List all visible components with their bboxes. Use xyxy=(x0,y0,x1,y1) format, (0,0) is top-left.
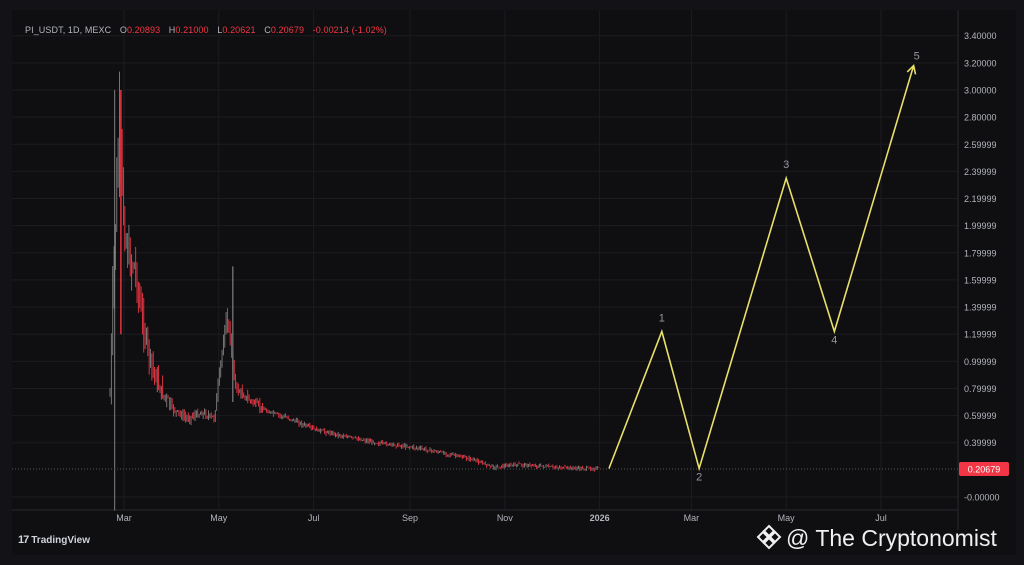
y-tick-label: 3.00000 xyxy=(964,86,997,96)
y-tick-label: 0.99999 xyxy=(964,357,997,367)
y-tick-label: 2.59999 xyxy=(964,140,997,150)
symbol-label[interactable]: PI_USDT, 1D, MEXC xyxy=(25,25,112,35)
y-tick-label: 3.20000 xyxy=(964,58,997,68)
y-tick-label: 0.79999 xyxy=(964,384,997,394)
symbol-info-bar: PI_USDT, 1D, MEXC O0.20893 H0.21000 L0.2… xyxy=(25,25,387,35)
y-tick-label: 0.39999 xyxy=(964,438,997,448)
chart-frame: 1 2 3 4 5 3.40000 3.20000 3.00000 2.80000 2.59999… xyxy=(12,10,1016,555)
x-tick-label: Mar xyxy=(116,513,132,523)
y-tick-label: 1.79999 xyxy=(964,248,997,258)
x-tick-label: May xyxy=(210,513,228,523)
y-tick-label: 1.59999 xyxy=(964,275,997,285)
low-label: L xyxy=(217,25,223,35)
wave-label: 5 xyxy=(914,51,920,63)
x-tick-label: Sep xyxy=(402,513,418,523)
high-value: 0.21000 xyxy=(175,25,209,35)
wave-label: 4 xyxy=(831,334,837,346)
tradingview-logo[interactable]: 17 TradingView xyxy=(18,534,90,546)
y-tick-label: 3.40000 xyxy=(964,31,997,41)
high-label: H xyxy=(168,25,176,35)
x-tick-label: Mar xyxy=(684,513,700,523)
watermark: @ The Cryptonomist xyxy=(756,524,997,552)
y-tick-label: 1.99999 xyxy=(964,221,997,231)
x-tick-label: 2026 xyxy=(590,513,610,523)
close-label: C xyxy=(264,25,271,35)
price-chart[interactable]: 1 2 3 4 5 3.40000 3.20000 3.00000 2.80000 2.59999… xyxy=(12,10,1016,555)
x-tick-label: Nov xyxy=(497,513,514,523)
projection-arrowhead xyxy=(906,63,917,75)
open-value: 0.20893 xyxy=(126,25,161,35)
y-tick-label: 2.39999 xyxy=(964,167,997,177)
x-tick-label: May xyxy=(778,513,796,523)
last-price-badge xyxy=(959,461,1009,476)
tradingview-label: TradingView xyxy=(31,535,90,546)
projection-path xyxy=(608,65,915,472)
tradingview-mark-icon: 17 xyxy=(18,534,29,546)
y-tick-label: 0.59999 xyxy=(964,411,997,421)
y-tick-label: 2.80000 xyxy=(964,113,997,123)
wave-label: 2 xyxy=(696,472,702,484)
y-tick-label: -0.00000 xyxy=(964,493,1000,503)
open-label: O xyxy=(119,25,127,35)
y-tick-label: 1.39999 xyxy=(964,303,997,313)
y-tick-label: 1.19999 xyxy=(964,330,997,340)
x-tick-label: Jul xyxy=(308,513,320,523)
low-value: 0.20621 xyxy=(222,25,256,35)
wave-label: 1 xyxy=(659,312,665,324)
last-price-label: 0.20679 xyxy=(968,464,1001,474)
watermark-text: @ The Cryptonomist xyxy=(786,525,997,551)
close-value: 0.20679 xyxy=(270,25,305,35)
binance-diamond-icon xyxy=(756,524,782,550)
wave-label: 3 xyxy=(783,159,789,171)
x-tick-label: Jul xyxy=(875,513,887,523)
change-value: -0.00214 (-1.02%) xyxy=(312,25,387,35)
y-tick-label: 2.19999 xyxy=(964,194,997,204)
